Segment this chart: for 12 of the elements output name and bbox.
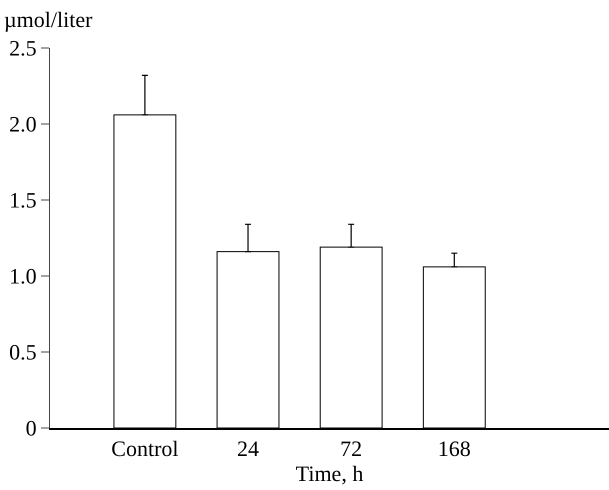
y-tick-label: 2.0 — [9, 112, 37, 137]
x-tick-label: 72 — [340, 436, 362, 462]
x-tick-label: 24 — [237, 436, 260, 462]
x-axis-title: Time, h — [296, 461, 364, 486]
y-tick-label: 2.5 — [9, 36, 37, 61]
y-tick-label: 1.5 — [9, 188, 37, 213]
y-tick-label: 0 — [26, 416, 37, 441]
y-tick-label: 1.0 — [9, 264, 37, 289]
x-tick-label: 168 — [438, 436, 471, 462]
y-tick-label: 0.5 — [9, 340, 37, 365]
x-tick-label: Control — [111, 436, 179, 462]
y-axis-title: µmol/liter — [4, 7, 94, 32]
